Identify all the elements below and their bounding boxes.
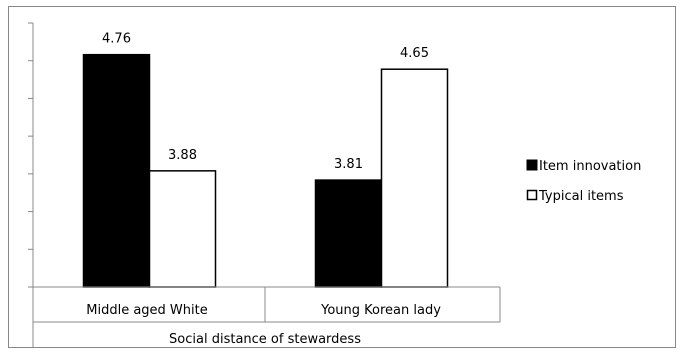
category-label-0: Middle aged White <box>86 303 207 318</box>
legend-swatch-typical-items <box>526 189 538 201</box>
legend-label-typical-items: Typical items <box>538 189 624 204</box>
data-label-typical-items-0: 3.88 <box>168 148 197 163</box>
bar-typical-items-0 <box>148 170 217 288</box>
y-axis <box>28 22 34 288</box>
legend: Item innovation Typical items <box>526 159 641 204</box>
legend-swatch-item-innovation <box>526 159 538 171</box>
x-axis <box>32 286 501 347</box>
data-label-item-innovation-0: 4.76 <box>102 32 131 47</box>
bar-item-innovation-0 <box>82 53 151 288</box>
x-axis-title: Social distance of stewardess <box>169 332 361 347</box>
data-label-item-innovation-1: 3.81 <box>334 157 363 172</box>
bars <box>82 53 449 288</box>
bar-item-innovation-1 <box>314 179 383 288</box>
data-labels: 4.76 3.81 3.88 4.65 <box>102 32 429 172</box>
bar-typical-items-1 <box>380 68 449 288</box>
legend-label-item-innovation: Item innovation <box>539 159 641 174</box>
data-label-typical-items-1: 4.65 <box>400 46 429 61</box>
category-label-1: Young Korean lady <box>320 303 441 318</box>
chart-border <box>8 6 676 348</box>
